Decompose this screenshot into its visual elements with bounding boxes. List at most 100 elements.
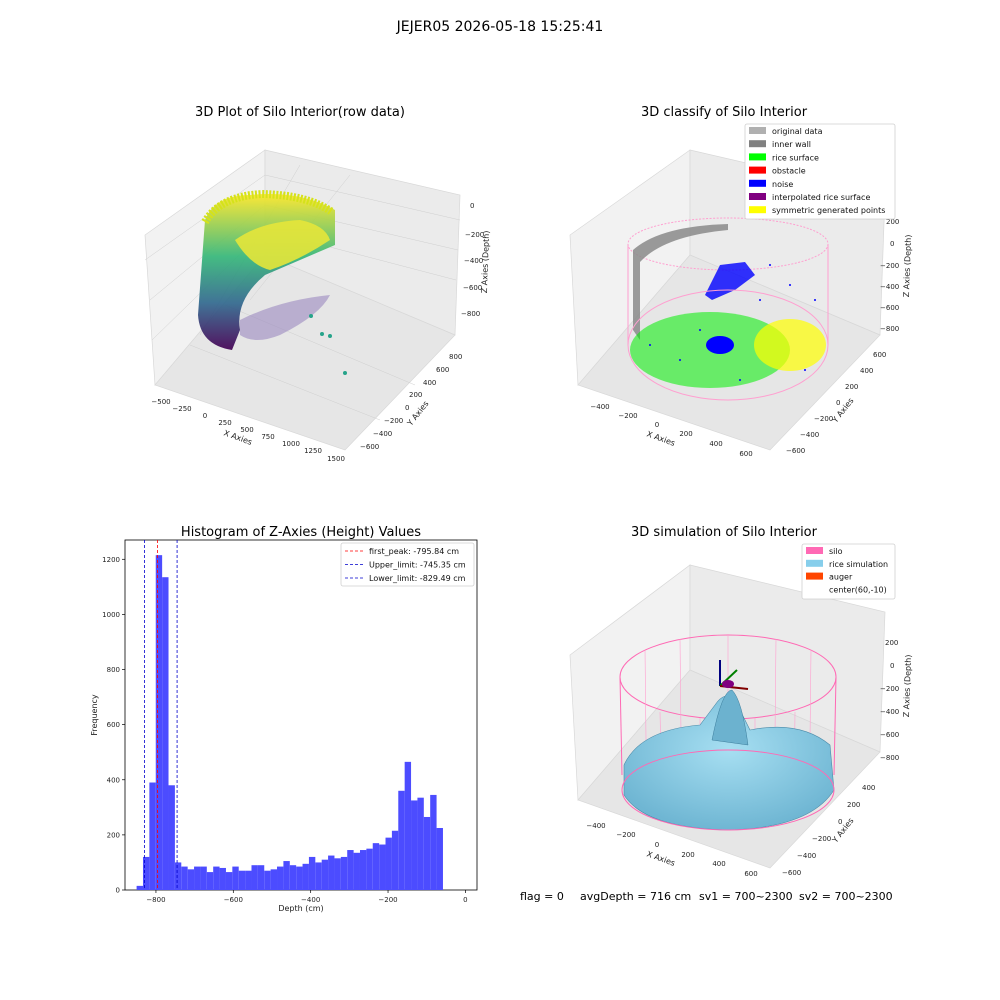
classify-x-tick: −400 bbox=[590, 403, 609, 411]
simulation-x-tick: 200 bbox=[681, 851, 694, 859]
histogram-bar bbox=[372, 843, 380, 890]
simulation-legend-swatch bbox=[806, 547, 823, 554]
panel-classify-3d: 3D classify of Silo Interior −400 −200 bbox=[569, 105, 913, 458]
histogram-bar bbox=[328, 855, 335, 890]
histogram-bar bbox=[283, 861, 290, 890]
classify-z-tick: −800 bbox=[880, 325, 899, 333]
classify-y-tick: 0 bbox=[836, 399, 840, 407]
simulation-legend: silo rice simulation auger center(60,-10) bbox=[801, 543, 896, 600]
classify-y-tick: −200 bbox=[814, 415, 833, 423]
raw-y-tick: 400 bbox=[423, 379, 436, 387]
histogram-legend-label: first_peak: -795.84 cm bbox=[369, 547, 459, 556]
raw-3d-outlier-point bbox=[343, 371, 347, 375]
classify-legend-label: noise bbox=[772, 180, 793, 189]
raw-x-tick: 500 bbox=[240, 426, 253, 434]
raw-x-tick: 1250 bbox=[304, 447, 322, 455]
raw-y-tick: 800 bbox=[449, 353, 462, 361]
histogram-x-tick: −200 bbox=[378, 896, 397, 904]
classify-legend-label: interpolated rice surface bbox=[772, 193, 870, 202]
raw-z-tick: −800 bbox=[461, 310, 480, 318]
footer-sv1: sv1 = 700~2300 bbox=[699, 890, 793, 903]
histogram-bar bbox=[359, 850, 367, 890]
histogram-bar bbox=[385, 837, 392, 890]
histogram-title: Histogram of Z-Axies (Height) Values bbox=[181, 525, 421, 540]
simulation-y-tick: 200 bbox=[847, 801, 860, 809]
footer-avg-depth: avgDepth = 716 cm bbox=[580, 890, 691, 903]
histogram-bar bbox=[245, 870, 252, 890]
raw-3d-outlier-point bbox=[328, 334, 332, 338]
histogram-bar bbox=[264, 870, 271, 890]
simulation-z-tick: 0 bbox=[890, 662, 894, 670]
simulation-y-tick: −400 bbox=[797, 852, 816, 860]
histogram-legend-entries: first_peak: -795.84 cm Upper_limit: -745.… bbox=[345, 547, 466, 583]
simulation-legend-label: silo bbox=[829, 547, 843, 556]
simulation-x-axis-label: X Axies bbox=[645, 849, 676, 868]
histogram-bar bbox=[379, 844, 386, 890]
raw-3d-z-ticks: 0 −200 −400 −600 −800 bbox=[461, 202, 484, 318]
histogram-bar bbox=[404, 761, 412, 890]
simulation-z-tick: 200 bbox=[885, 639, 898, 647]
status-footer: flag = 0 avgDepth = 716 cm sv1 = 700~230… bbox=[520, 890, 893, 903]
raw-x-tick: −500 bbox=[151, 398, 170, 406]
histogram-bar bbox=[238, 870, 246, 890]
histogram-y-axis-label: Frequency bbox=[90, 694, 99, 736]
simulation-silo-bottom-rim bbox=[621, 749, 835, 831]
classify-x-axis-label: X Axies bbox=[645, 429, 676, 448]
histogram-y-ticks: 0 200 400 600 800 1000 1200 bbox=[102, 556, 125, 895]
histogram-bar bbox=[277, 866, 284, 890]
simulation-legend-swatch bbox=[806, 559, 823, 567]
classify-legend-swatch bbox=[749, 127, 766, 134]
histogram-x-tick: −600 bbox=[224, 896, 243, 904]
histogram-bar bbox=[200, 866, 207, 890]
raw-3d-outlier-point bbox=[309, 314, 313, 318]
simulation-legend-box bbox=[801, 543, 896, 600]
raw-z-tick: −400 bbox=[464, 257, 483, 265]
simulation-legend-label: rice simulation bbox=[829, 560, 888, 569]
histogram-bar bbox=[391, 830, 399, 890]
histogram-bar bbox=[206, 872, 214, 890]
classify-x-tick: 200 bbox=[679, 430, 692, 438]
simulation-x-tick: −200 bbox=[616, 831, 635, 839]
classify-legend-label: inner wall bbox=[772, 140, 811, 149]
classify-y-axis-label: Y Axies bbox=[830, 396, 856, 425]
raw-3d-cylinder-rim bbox=[201, 189, 335, 225]
classify-z-tick: 200 bbox=[886, 218, 899, 226]
classify-legend-label: symmetric generated points bbox=[772, 206, 885, 215]
histogram-bar bbox=[194, 866, 201, 890]
histogram-y-tick: 600 bbox=[107, 721, 120, 729]
classify-3d-x-ticks: −400 −200 0 200 400 600 bbox=[590, 403, 752, 458]
raw-x-tick: 1500 bbox=[327, 455, 345, 463]
histogram-y-tick: 1200 bbox=[102, 556, 120, 564]
histogram-y-tick: 0 bbox=[116, 887, 120, 895]
histogram-bar bbox=[347, 850, 354, 890]
classify-y-tick: 400 bbox=[860, 367, 873, 375]
footer-sv2: sv2 = 700~2300 bbox=[799, 890, 893, 903]
classify-y-tick: 600 bbox=[873, 351, 886, 359]
histogram-bar bbox=[411, 800, 418, 890]
histogram-bar bbox=[149, 782, 156, 890]
raw-y-tick: 200 bbox=[409, 391, 422, 399]
classify-legend-label: obstacle bbox=[772, 167, 806, 176]
footer-flag: flag = 0 bbox=[520, 890, 564, 903]
histogram-bar bbox=[155, 555, 163, 890]
histogram-bar bbox=[296, 866, 303, 890]
classify-legend-swatch bbox=[749, 166, 766, 174]
histogram-bar bbox=[270, 869, 278, 890]
classify-x-tick: 400 bbox=[709, 440, 722, 448]
histogram-bar bbox=[308, 856, 316, 890]
simulation-legend-label: center(60,-10) bbox=[829, 585, 887, 594]
panel-simulation-3d: 3D simulation of Silo Interior bbox=[569, 525, 913, 878]
classify-legend-swatch bbox=[749, 179, 766, 187]
histogram-bar bbox=[142, 856, 150, 890]
simulation-3d-x-ticks: −400 −200 0 200 400 600 bbox=[586, 822, 757, 878]
classify-legend-entries: original data inner wall rice surface obsta… bbox=[749, 127, 885, 215]
histogram-bar bbox=[225, 872, 233, 890]
histogram-bar bbox=[340, 856, 348, 890]
simulation-y-tick: −200 bbox=[812, 835, 831, 843]
panel-histogram: Histogram of Z-Axies (Height) Values −80… bbox=[90, 525, 478, 913]
panel-classify-title: 3D classify of Silo Interior bbox=[641, 105, 808, 120]
raw-y-tick: −200 bbox=[384, 417, 403, 425]
histogram-bar bbox=[398, 790, 405, 890]
histogram-bar bbox=[174, 862, 182, 890]
histogram-x-tick: 0 bbox=[463, 896, 467, 904]
